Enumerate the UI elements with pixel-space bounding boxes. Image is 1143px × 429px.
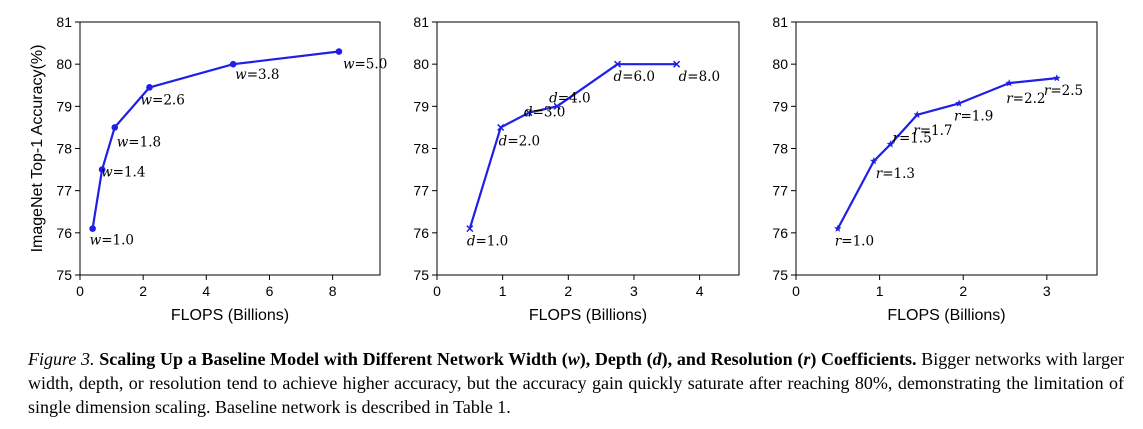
x-tick-label: 8 (329, 283, 337, 299)
x-axis-label: FLOPS (Billions) (171, 307, 289, 324)
y-tick-label: 78 (413, 141, 429, 157)
series-line (468, 63, 677, 229)
y-tick-label: 79 (56, 98, 72, 114)
data-point (466, 225, 474, 233)
data-point (335, 48, 343, 55)
y-tick-label: 77 (56, 183, 72, 199)
x-tick-label: 3 (630, 283, 638, 299)
data-label: d=4.0 (549, 90, 590, 106)
data-point (229, 60, 237, 68)
x-tick-label: 0 (433, 283, 441, 299)
charts-figure: 75 76 77 78 79 80 81 0 2 4 6 8 FLOPS (Billions) Image… (29, 14, 1098, 324)
data-point (1053, 74, 1061, 82)
y-tick-label: 76 (56, 225, 72, 241)
y-tick-label: 75 (56, 267, 72, 283)
y-tick-label: 81 (56, 14, 72, 30)
y-tick-label: 77 (413, 183, 429, 199)
data-point (673, 60, 681, 68)
chart-w: 75 76 77 78 79 80 81 0 2 4 6 8 FLOPS (Billions) Image… (29, 14, 387, 324)
data-label: w=1.0 (90, 233, 134, 249)
data-point (834, 224, 842, 232)
data-point (913, 110, 922, 118)
x-tick-label: 3 (1043, 283, 1051, 299)
x-tick-label: 4 (202, 283, 210, 299)
data-label: r=1.0 (835, 234, 874, 250)
x-tick-label: 0 (792, 283, 800, 299)
data-point (497, 123, 505, 131)
x-tick-label: 2 (139, 283, 147, 299)
y-tick-label: 77 (772, 183, 788, 199)
y-tick-label: 79 (413, 98, 429, 114)
x-tick-label: 2 (564, 283, 572, 299)
data-point (1005, 79, 1014, 87)
data-label: r=1.7 (913, 123, 952, 139)
data-label: r=1.9 (954, 108, 993, 124)
y-axis-label: ImageNet Top-1 Accuracy(%) (29, 45, 46, 253)
caption-figure-label: Figure 3. (28, 349, 95, 369)
data-label: d=6.0 (614, 69, 655, 85)
chart-d: 75 76 77 78 79 80 81 0 1 2 3 4 FLOPS (Billions) d=1.0… (413, 14, 740, 324)
data-label: w=2.6 (140, 92, 184, 108)
y-tick-label: 78 (56, 141, 72, 157)
data-point (614, 60, 622, 68)
chart-r: 75 76 77 78 79 80 81 0 1 2 3 FLOPS (Billions) r=1.0 r… (772, 14, 1098, 324)
data-label: r=2.5 (1044, 83, 1083, 99)
data-point (525, 109, 533, 117)
x-axis-label: FLOPS (Billions) (887, 307, 1005, 324)
data-label: w=5.0 (343, 57, 387, 73)
y-tick-label: 76 (772, 225, 788, 241)
data-label: r=1.5 (892, 130, 931, 146)
data-point (98, 166, 106, 173)
data-point (886, 140, 895, 148)
series-line (91, 50, 340, 229)
x-tick-label: 1 (499, 283, 507, 299)
y-tick-label: 78 (772, 141, 788, 157)
y-tick-label: 76 (413, 225, 429, 241)
data-point (869, 157, 878, 165)
data-point (553, 102, 561, 110)
data-label: w=3.8 (235, 67, 279, 83)
y-tick-label: 75 (413, 267, 429, 283)
x-tick-label: 1 (876, 283, 884, 299)
y-tick-label: 81 (413, 14, 429, 30)
data-label: r=1.3 (876, 166, 915, 182)
x-axis-label: FLOPS (Billions) (529, 307, 647, 324)
y-tick-label: 81 (772, 14, 788, 30)
data-label: d=8.0 (679, 69, 720, 85)
data-point (146, 84, 153, 91)
data-label: d=1.0 (467, 234, 508, 250)
data-point (955, 99, 963, 107)
data-label: r=2.2 (1006, 91, 1045, 107)
x-tick-label: 4 (696, 283, 704, 299)
y-tick-label: 79 (772, 98, 788, 114)
data-label: w=1.8 (117, 134, 161, 150)
data-label: d=3.0 (524, 105, 565, 121)
caption-title: Scaling Up a Baseline Model with Differe… (99, 349, 917, 369)
caption-body: Bigger networks with larger width, depth… (28, 349, 1125, 417)
data-point (111, 124, 119, 131)
figure-caption: Figure 3. Scaling Up a Baseline Model wi… (28, 347, 1124, 419)
x-tick-label: 6 (266, 283, 274, 299)
data-label: d=2.0 (499, 133, 540, 149)
y-tick-label: 80 (56, 56, 72, 72)
y-tick-label: 75 (772, 267, 788, 283)
x-tick-label: 0 (76, 283, 84, 299)
data-label: w=1.4 (101, 165, 145, 181)
y-tick-label: 80 (413, 56, 429, 72)
y-tick-label: 80 (772, 56, 788, 72)
x-tick-label: 2 (959, 283, 967, 299)
data-point (89, 225, 96, 232)
